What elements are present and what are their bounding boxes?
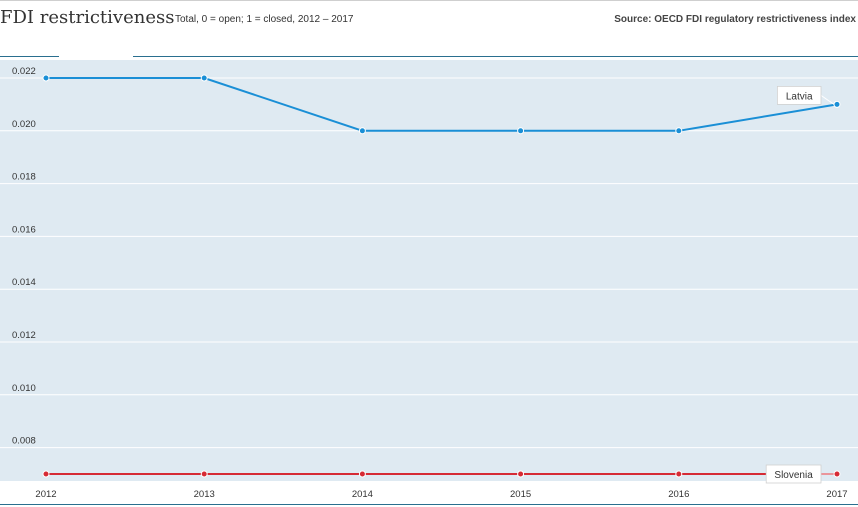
data-point-latvia xyxy=(42,74,50,82)
x-tick-label: 2012 xyxy=(35,489,56,500)
y-tick-label: 0.014 xyxy=(12,277,36,288)
data-point-latvia xyxy=(675,127,683,135)
data-point-slovenia xyxy=(675,470,683,478)
footer-rule xyxy=(0,504,858,505)
data-point-slovenia xyxy=(517,470,525,478)
x-tick-label: 2017 xyxy=(826,489,847,500)
data-point-latvia xyxy=(517,127,525,135)
series-label-box xyxy=(777,86,822,105)
y-tick-label: 0.020 xyxy=(12,119,36,130)
series-label-latvia: Latvia xyxy=(786,91,813,102)
y-tick-label: 0.018 xyxy=(12,172,36,183)
y-tick-label: 0.022 xyxy=(12,66,36,77)
series-label-slovenia: Slovenia xyxy=(774,470,813,481)
series-group xyxy=(42,74,841,478)
data-point-latvia xyxy=(200,74,208,82)
x-tick-label: 2016 xyxy=(668,489,689,500)
data-point-latvia xyxy=(833,100,841,108)
chart-header: FDI restrictiveness Total, 0 = open; 1 =… xyxy=(0,0,858,57)
data-point-slovenia xyxy=(42,470,50,478)
y-axis-ticks: 0.008 0.010 0.012 0.014 0.016 0.018 0.020 0.022 xyxy=(12,66,36,447)
header-tab-marker xyxy=(59,56,133,59)
data-point-slovenia xyxy=(833,470,841,478)
data-point-latvia xyxy=(358,127,366,135)
series-label-leader xyxy=(820,94,835,105)
chart-subtitle: Total, 0 = open; 1 = closed, 2012 – 2017 xyxy=(175,14,354,25)
chart-source: Source: OECD FDI regulatory restrictiven… xyxy=(614,14,856,25)
x-tick-label: 2013 xyxy=(194,489,215,500)
y-tick-label: 0.012 xyxy=(12,330,36,341)
series-labels: Latvia Slovenia xyxy=(765,86,835,484)
x-tick-label: 2014 xyxy=(352,489,373,500)
series-line-latvia xyxy=(46,77,838,132)
y-tick-label: 0.008 xyxy=(12,436,36,447)
x-tick-label: 2015 xyxy=(510,489,531,500)
y-tick-label: 0.010 xyxy=(12,383,36,394)
y-tick-label: 0.016 xyxy=(12,224,36,235)
data-point-slovenia xyxy=(358,470,366,478)
series-label-box xyxy=(765,464,822,484)
chart-title: FDI restrictiveness xyxy=(0,7,175,28)
data-point-slovenia xyxy=(200,470,208,478)
x-axis-ticks: 2012 2013 2014 2015 2016 2017 xyxy=(35,489,847,500)
